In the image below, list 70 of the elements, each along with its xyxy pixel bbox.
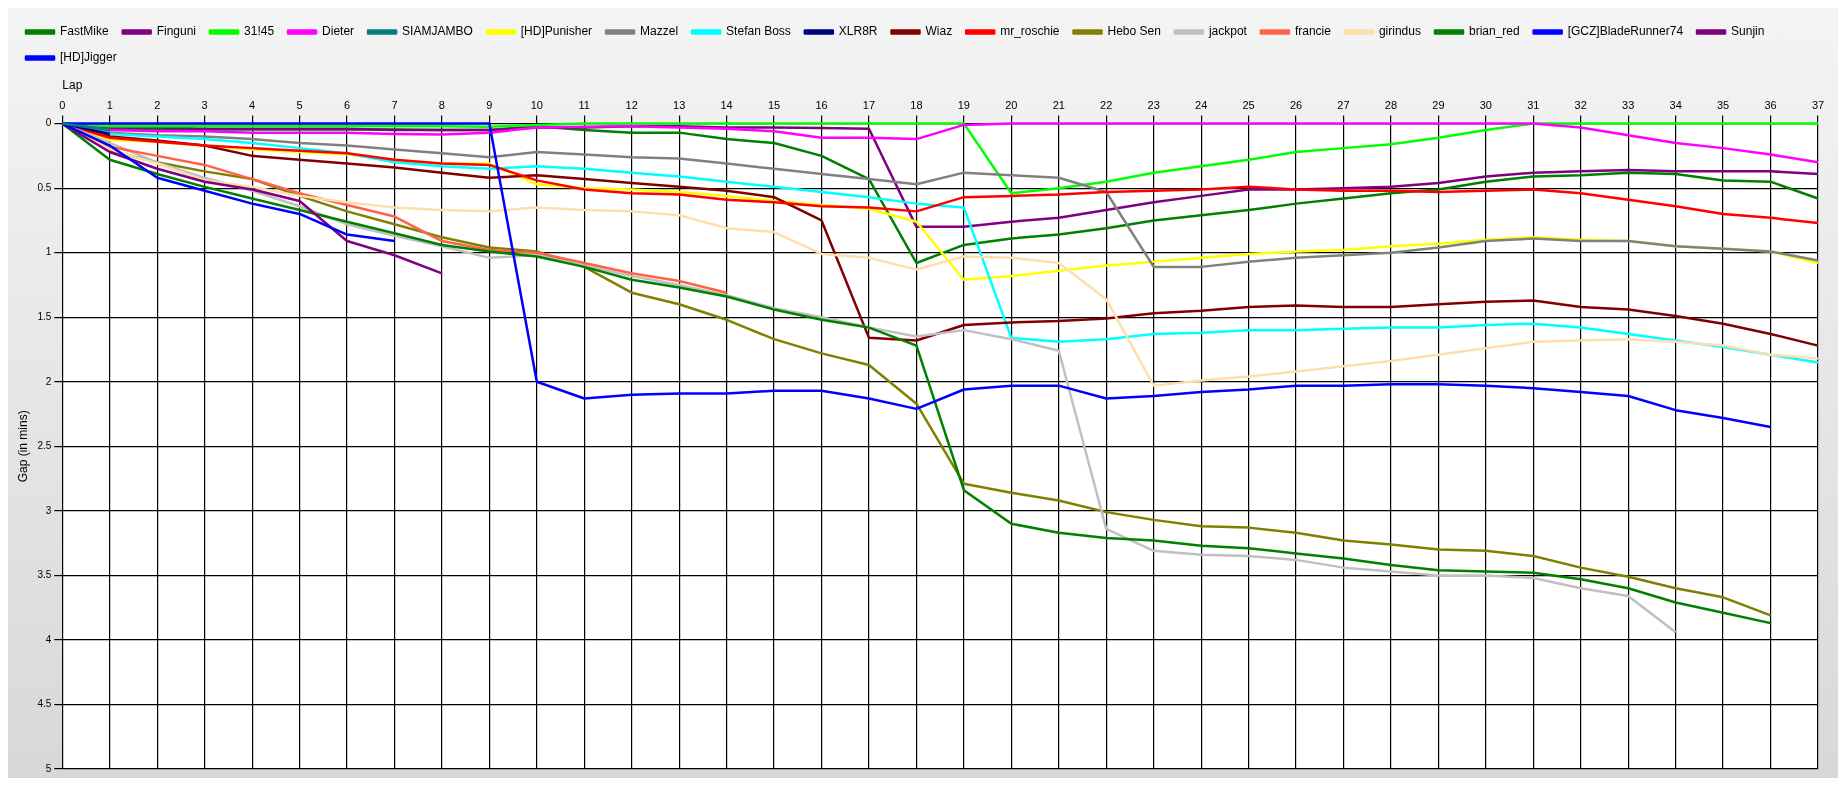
y-tick-label: 4.5	[37, 698, 52, 710]
x-tick-label: 29	[1432, 99, 1445, 112]
y-tick-label: 5	[45, 762, 52, 774]
legend-label: 31!45	[244, 24, 275, 39]
x-tick-label: 14	[720, 99, 733, 112]
x-tick-label: 35	[1716, 99, 1730, 112]
x-tick-label: 23	[1147, 99, 1160, 112]
x-tick-label: 24	[1195, 99, 1208, 112]
y-tick-label: 2	[45, 375, 52, 387]
legend-label: Hebo Sen	[1107, 24, 1161, 39]
legend-label: jackpot	[1207, 24, 1248, 39]
x-tick-label: 11	[578, 99, 590, 112]
legend-label: [HD]Punisher	[520, 24, 593, 39]
x-tick-label: 12	[625, 99, 638, 112]
y-tick-label: 0.5	[37, 181, 52, 193]
legend-label: FastMike	[60, 24, 109, 39]
x-tick-label: 34	[1669, 99, 1682, 112]
x-tick-label: 26	[1289, 99, 1303, 112]
x-tick-label: 6	[343, 99, 351, 112]
y-tick-label: 1	[45, 246, 52, 258]
x-tick-label: 15	[767, 99, 781, 112]
y-tick-label: 2.5	[37, 440, 52, 452]
legend-label: brian_red	[1468, 24, 1520, 39]
legend-label: Sunjin	[1731, 24, 1765, 39]
legend-label: [GCZ]BladeRunner74	[1567, 24, 1684, 39]
legend-label: francie	[1294, 24, 1332, 39]
x-tick-label: 28	[1384, 99, 1398, 112]
x-tick-label: 4	[249, 99, 256, 112]
y-axis-title: Gap (in mins)	[15, 410, 30, 483]
legend-label: SIAMJAMBO	[402, 24, 473, 39]
x-tick-label: 37	[1811, 99, 1825, 112]
legend-label: Wiaz	[925, 24, 953, 39]
x-tick-label: 8	[438, 99, 445, 112]
x-tick-label: 13	[673, 99, 686, 112]
x-tick-label: 16	[815, 99, 828, 112]
legend-label: Stefan Boss	[726, 24, 791, 39]
legend-label: XLR8R	[838, 24, 878, 39]
x-tick-label: 2	[154, 99, 161, 112]
legend-label: Mazzel	[640, 24, 679, 39]
y-tick-label: 3.5	[37, 569, 52, 581]
x-tick-label: 3	[201, 99, 208, 112]
x-tick-label: 7	[391, 99, 398, 112]
x-tick-label: 32	[1574, 99, 1587, 112]
x-tick-label: 30	[1479, 99, 1492, 112]
y-tick-label: 3	[45, 504, 52, 516]
legend-label: Finguni	[156, 24, 197, 39]
x-tick-label: 33	[1622, 99, 1635, 112]
x-tick-label: 36	[1764, 99, 1777, 112]
y-tick-label: 4	[45, 633, 52, 645]
x-tick-label: 1	[106, 99, 113, 112]
x-tick-label: 9	[486, 99, 493, 112]
x-tick-label: 25	[1242, 99, 1255, 112]
legend-label: [HD]Jigger	[60, 50, 117, 65]
x-tick-label: 5	[296, 99, 303, 112]
x-tick-label: 31	[1527, 99, 1540, 112]
legend-label: Dieter	[322, 24, 355, 39]
x-tick-label: 10	[530, 99, 543, 112]
x-tick-label: 27	[1337, 99, 1350, 112]
y-tick-label: 0	[45, 117, 52, 129]
x-tick-label: 18	[910, 99, 923, 112]
legend-label: mr_roschie	[1000, 24, 1060, 39]
x-tick-label: 17	[862, 99, 876, 112]
y-tick-label: 1.5	[37, 310, 52, 322]
x-tick-label: 0	[59, 99, 66, 112]
legend-label: girindus	[1378, 24, 1421, 39]
x-tick-label: 22	[1100, 99, 1113, 112]
x-tick-label: 21	[1052, 99, 1065, 112]
x-tick-label: 19	[957, 99, 970, 112]
x-axis-title: Lap	[62, 77, 83, 92]
x-tick-label: 20	[1005, 99, 1018, 112]
